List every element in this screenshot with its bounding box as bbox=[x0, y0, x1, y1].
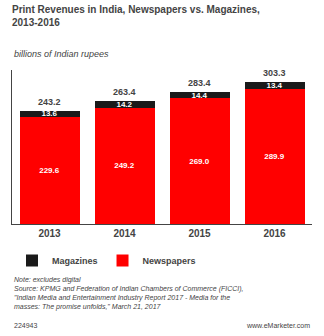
svg-text:269.0: 269.0 bbox=[189, 157, 210, 166]
svg-text:13.4: 13.4 bbox=[266, 81, 282, 90]
svg-text:2013: 2013 bbox=[38, 228, 61, 239]
svg-text:2014: 2014 bbox=[113, 228, 136, 239]
svg-text:billions of Indian rupees: billions of Indian rupees bbox=[14, 49, 109, 59]
svg-text:www.eMarketer.com: www.eMarketer.com bbox=[246, 322, 310, 329]
svg-text:14.2: 14.2 bbox=[116, 100, 132, 109]
svg-text:2015: 2015 bbox=[188, 228, 211, 239]
svg-text:Magazines: Magazines bbox=[52, 256, 98, 266]
svg-text:2016: 2016 bbox=[263, 228, 286, 239]
svg-text:13.6: 13.6 bbox=[41, 109, 57, 118]
svg-text:249.2: 249.2 bbox=[114, 161, 135, 170]
svg-text:303.3: 303.3 bbox=[263, 68, 286, 78]
svg-text:14.4: 14.4 bbox=[191, 91, 207, 100]
svg-text:283.4: 283.4 bbox=[188, 78, 211, 88]
svg-text:Newspapers: Newspapers bbox=[143, 256, 196, 266]
svg-text:243.2: 243.2 bbox=[38, 97, 61, 107]
svg-text:289.9: 289.9 bbox=[264, 152, 285, 161]
svg-text:Note: excludes digitalSource:: Note: excludes digitalSource: KPMG and F… bbox=[14, 276, 244, 311]
svg-text:263.4: 263.4 bbox=[113, 87, 136, 97]
svg-text:Print Revenues in India, Newsp: Print Revenues in India, Newspapers vs. … bbox=[12, 4, 260, 28]
svg-text:229.6: 229.6 bbox=[39, 166, 60, 175]
svg-text:224943: 224943 bbox=[14, 322, 37, 329]
